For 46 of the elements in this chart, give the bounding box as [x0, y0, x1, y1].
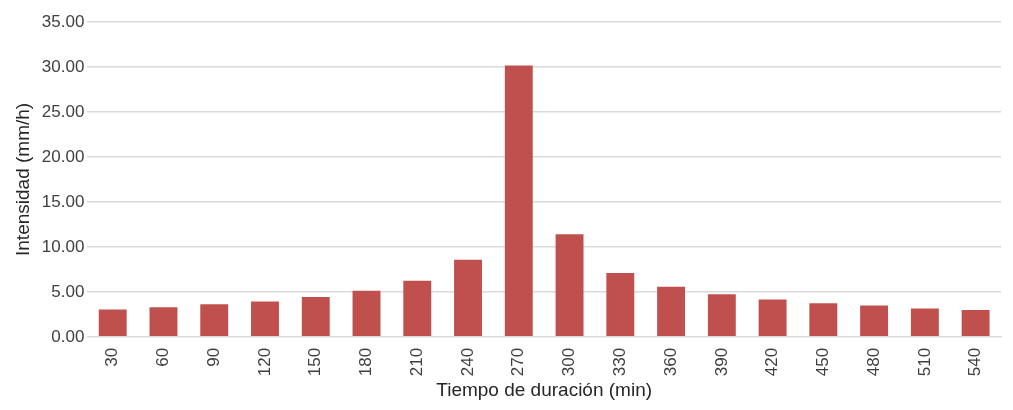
y-tick-label: 10.00 — [41, 236, 85, 256]
bar — [251, 301, 279, 337]
x-tick-label: 90 — [203, 347, 223, 367]
bar — [961, 310, 990, 337]
x-tick-label: 150 — [305, 347, 325, 377]
bar — [504, 65, 533, 337]
bar — [910, 308, 939, 337]
x-tick-label: 120 — [254, 347, 274, 377]
bar — [555, 234, 584, 337]
x-tick-label: 540 — [965, 347, 985, 377]
x-tick-label: 210 — [406, 347, 426, 377]
bar — [860, 305, 889, 337]
y-tick-label: 25.00 — [41, 101, 85, 121]
x-tick-label: 510 — [914, 347, 934, 377]
y-tick-label: 30.00 — [41, 56, 85, 76]
y-tick-label: 5.00 — [51, 281, 85, 301]
x-axis-title: Tiempo de duración (min) — [436, 378, 653, 400]
bar — [301, 297, 330, 337]
x-tick-label: 240 — [457, 347, 477, 377]
x-tick-label: 30 — [102, 347, 122, 367]
y-tick-label: 0.00 — [51, 326, 85, 346]
x-tick-label: 270 — [508, 347, 528, 377]
bar — [200, 304, 229, 337]
x-tick-label: 330 — [610, 347, 629, 377]
x-tick-label: 360 — [660, 347, 680, 377]
x-tick-label: 420 — [762, 347, 782, 377]
bar — [809, 303, 838, 337]
y-tick-label: 20.00 — [41, 146, 85, 166]
x-tick-label: 180 — [356, 347, 376, 377]
y-tick-label: 15.00 — [41, 191, 85, 211]
bar — [657, 286, 686, 337]
bar — [149, 307, 178, 337]
bar — [403, 280, 432, 337]
x-tick-label: 300 — [559, 347, 579, 377]
x-tick-label: 60 — [153, 347, 173, 367]
bar — [707, 294, 736, 337]
x-tick-label: 480 — [863, 347, 883, 377]
y-tick-label: 35.00 — [41, 11, 85, 31]
bar — [98, 309, 127, 337]
x-tick-label: 390 — [711, 347, 731, 377]
bar — [454, 259, 482, 337]
bar — [606, 272, 635, 337]
bar — [758, 299, 787, 337]
x-tick-label: 450 — [813, 347, 833, 377]
bar — [352, 290, 381, 337]
y-axis-title: Intensidad (mm/h) — [11, 102, 33, 256]
